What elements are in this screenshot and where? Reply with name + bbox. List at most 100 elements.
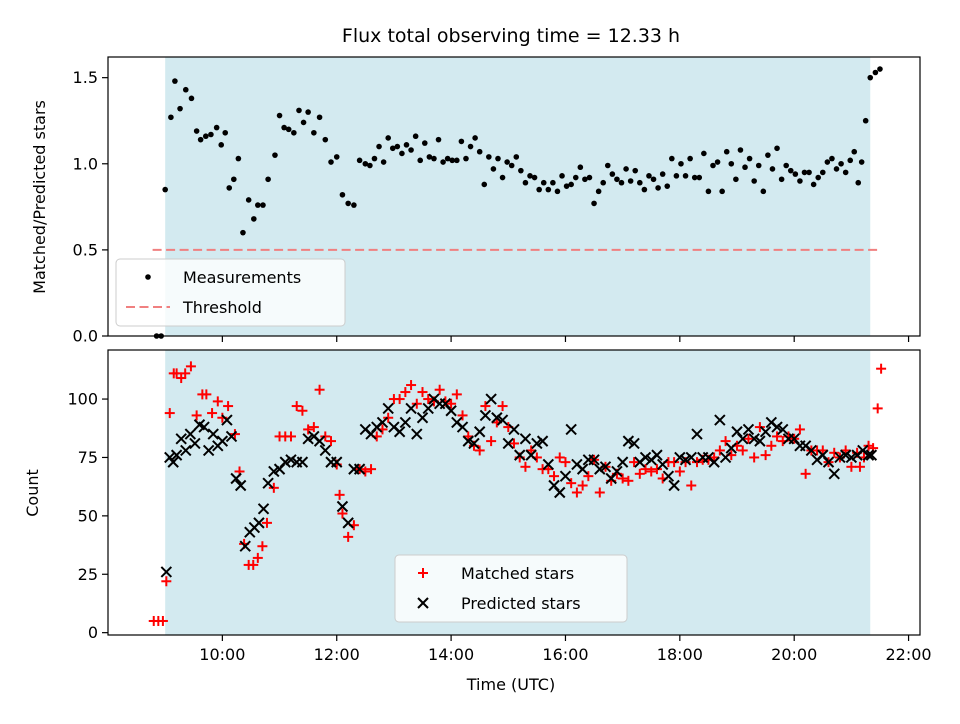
predicted-point	[508, 423, 520, 436]
measurements-points	[153, 66, 883, 339]
x-tick-label: 16:00	[542, 645, 588, 664]
matched-point	[554, 452, 565, 463]
predicted-point	[628, 437, 640, 450]
measurement-point	[810, 181, 817, 188]
predicted-point	[616, 456, 629, 468]
predicted-point	[445, 405, 457, 417]
measurement-point	[623, 166, 629, 172]
legend-matched-label: Matched stars	[461, 564, 574, 583]
measurement-point	[226, 185, 233, 191]
matched-point	[634, 468, 645, 479]
predicted-point	[662, 470, 675, 482]
matched-point	[640, 464, 651, 475]
y-tick-label: 0.0	[73, 327, 98, 346]
measurement-point	[385, 135, 391, 141]
matched-point	[320, 431, 331, 442]
matched-point	[308, 422, 319, 433]
matched-point	[686, 480, 697, 491]
x-tick-label: 10:00	[199, 645, 245, 664]
measurement-point	[316, 114, 323, 121]
matched-point	[623, 475, 634, 486]
predicted-point	[805, 444, 818, 457]
measurement-point	[858, 159, 865, 165]
measurement-point	[540, 179, 547, 186]
matched-point	[180, 368, 191, 379]
top-panel: 0.0 0.5 1.0 1.5 Matched/Predicted stars Mea…	[30, 56, 921, 346]
predicted-point	[708, 456, 720, 468]
matched-point	[411, 398, 422, 409]
matched-point	[846, 461, 857, 472]
measurement-point	[394, 143, 401, 150]
predicted-point	[180, 444, 192, 457]
measurement-point	[300, 119, 307, 126]
measurement-point	[829, 155, 835, 162]
predicted-point	[525, 449, 537, 461]
measurement-point	[454, 157, 460, 164]
matched-point	[201, 389, 212, 400]
measurement-point	[202, 133, 209, 140]
matched-point	[876, 363, 887, 374]
predicted-point	[399, 416, 412, 429]
predicted-point	[202, 444, 215, 457]
measurement-point	[877, 66, 883, 72]
measurement-point	[305, 109, 311, 115]
matched-point	[326, 436, 337, 447]
matched-point	[583, 471, 594, 482]
measurement-point	[421, 140, 428, 146]
measurement-point	[162, 186, 168, 193]
matched-point	[743, 433, 754, 444]
predicted-point	[611, 465, 623, 478]
predicted-point	[651, 449, 663, 461]
matched-point	[854, 461, 865, 472]
predicted-point	[336, 500, 349, 513]
matched-point	[261, 517, 272, 528]
matched-point	[872, 403, 883, 414]
measurement-point	[527, 173, 533, 179]
predicted-point	[862, 449, 875, 461]
measurement-point	[842, 169, 849, 176]
predicted-point	[331, 456, 343, 468]
matched-point	[343, 531, 354, 542]
matched-point	[549, 471, 560, 482]
measurement-point	[696, 174, 703, 181]
measurement-point	[291, 129, 297, 136]
matched-point	[794, 424, 805, 435]
legend-predicted-label: Predicted stars	[461, 594, 581, 613]
measurement-point	[222, 129, 229, 136]
measurement-point	[801, 169, 808, 176]
measurement-point	[737, 147, 744, 153]
measurement-point	[333, 154, 340, 160]
measurement-point	[792, 171, 799, 177]
predicted-point	[319, 444, 332, 457]
predicted-point	[189, 437, 201, 450]
measurement-point	[751, 178, 757, 184]
measurement-point	[659, 171, 666, 177]
matched-point	[268, 482, 279, 493]
matched-point	[400, 387, 411, 398]
measurement-point	[356, 157, 363, 164]
measurement-point	[472, 135, 478, 141]
measurement-point	[255, 202, 261, 208]
measurement-point	[272, 152, 278, 158]
matched-point	[164, 408, 175, 419]
y-tick-label: 75	[78, 448, 98, 467]
predicted-point	[668, 479, 680, 492]
y-tick-label: 0	[88, 623, 98, 642]
measurement-point	[339, 191, 346, 198]
matched-point	[161, 576, 172, 587]
matched-point	[646, 466, 657, 477]
matched-point	[185, 361, 196, 372]
predicted-point	[554, 486, 566, 499]
x-tick-label: 14:00	[428, 645, 474, 664]
matched-point	[720, 436, 731, 447]
legend-measurements-marker	[145, 274, 151, 280]
measurement-point	[733, 176, 739, 183]
measurement-point	[586, 174, 593, 181]
matched-point	[366, 464, 377, 475]
measurement-point	[281, 124, 287, 131]
predicted-point	[485, 393, 497, 405]
bottom-x-ticks: 10:00 12:00 14:00 16:00 18:00 20:00 22:00	[199, 635, 932, 664]
measurement-point	[760, 188, 767, 195]
predicted-point	[160, 566, 173, 578]
